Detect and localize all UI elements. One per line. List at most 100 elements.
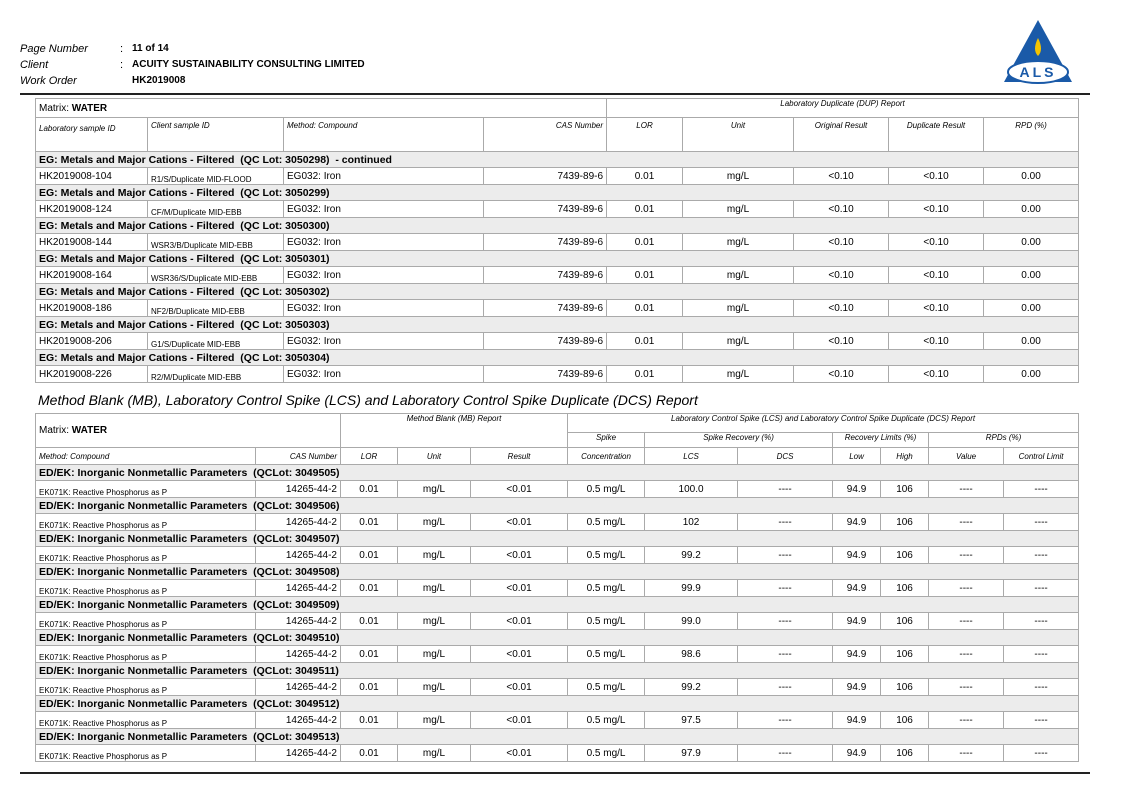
cell: mg/L [397, 645, 471, 663]
group-row: ED/EK: Inorganic Nonmetallic Parameters … [34, 530, 1080, 547]
cell: 0.01 [340, 579, 398, 597]
cell: 14265-44-2 [255, 513, 341, 531]
cell: mg/L [682, 332, 795, 350]
cell: HK2019008-226 [35, 365, 148, 383]
cell: CF/M/Duplicate MID-EBB [147, 200, 284, 218]
group-heading: ED/EK: Inorganic Nonmetallic Parameters … [34, 530, 1080, 547]
column-header: Result [469, 447, 569, 465]
group-row: EG: Metals and Major Cations - Filtered … [34, 184, 1080, 201]
cell: ---- [737, 744, 834, 762]
cell: <0.01 [469, 513, 569, 531]
cell: EK071K: Reactive Phosphorus as P [35, 711, 256, 729]
column-header: Value [928, 447, 1005, 465]
cell: 0.00 [983, 365, 1080, 383]
cell: 7439-89-6 [482, 266, 608, 284]
group-heading: ED/EK: Inorganic Nonmetallic Parameters … [34, 629, 1080, 646]
column-header-row: Method: Compound CAS Number LOR Unit Result C… [35, 447, 1080, 465]
cell: 100.0 [644, 480, 739, 498]
cell: ---- [1003, 579, 1080, 597]
matrix-value: WATER [71, 425, 108, 436]
lcs-title: Laboratory Control Spike (LCS) and Labor… [567, 413, 1080, 433]
group-header: RPDs (%) [928, 432, 1080, 448]
matrix-label: Matrix: [39, 102, 69, 114]
cell: ---- [1003, 711, 1080, 729]
cell: ---- [928, 612, 1005, 630]
cell: 106 [880, 546, 930, 564]
cell: 94.9 [832, 711, 882, 729]
cell: 0.5 mg/L [567, 579, 646, 597]
cell: EK071K: Reactive Phosphorus as P [35, 678, 256, 696]
column-header-row: Laboratory sample ID Client sample ID Meth… [35, 117, 1080, 152]
cell: EK071K: Reactive Phosphorus as P [35, 546, 256, 564]
group-heading: EG: Metals and Major Cations - Filtered … [34, 316, 1080, 333]
data-row: EK071K: Reactive Phosphorus as P 14265-44… [35, 645, 1080, 663]
cell: 106 [880, 645, 930, 663]
group-row: EG: Metals and Major Cations - Filtered … [34, 283, 1080, 300]
section-title: Method Blank (MB), Laboratory Control Sp… [38, 392, 698, 408]
group-heading: ED/EK: Inorganic Nonmetallic Parameters … [34, 728, 1080, 745]
cell: 0.01 [340, 513, 398, 531]
cell: 0.00 [983, 299, 1080, 317]
cell: 0.01 [606, 365, 684, 383]
cell: 7439-89-6 [482, 200, 608, 218]
data-row: EK071K: Reactive Phosphorus as P 14265-44… [35, 711, 1080, 729]
matrix-cell: Matrix: WATER [35, 413, 341, 448]
cell: EK071K: Reactive Phosphorus as P [35, 645, 256, 663]
group-row: ED/EK: Inorganic Nonmetallic Parameters … [34, 464, 1080, 481]
cell: NF2/B/Duplicate MID-EBB [147, 299, 284, 317]
cell: <0.10 [793, 299, 890, 317]
cell: mg/L [397, 546, 471, 564]
cell: 0.01 [340, 612, 398, 630]
cell: 106 [880, 579, 930, 597]
cell: <0.01 [469, 579, 569, 597]
cell: <0.10 [888, 332, 985, 350]
group-heading: EG: Metals and Major Cations - Filtered … [34, 184, 1080, 201]
cell: <0.10 [888, 200, 985, 218]
column-header: Original Result [793, 117, 890, 152]
cell: mg/L [397, 678, 471, 696]
cell: 14265-44-2 [255, 579, 341, 597]
cell: mg/L [397, 612, 471, 630]
field-value: 11 of 14 [132, 43, 169, 54]
cell: <0.10 [793, 167, 890, 185]
group-row: ED/EK: Inorganic Nonmetallic Parameters … [34, 629, 1080, 646]
cell: 97.5 [644, 711, 739, 729]
cell: 0.01 [340, 546, 398, 564]
column-header: LOR [606, 117, 684, 152]
cell: 98.6 [644, 645, 739, 663]
field-value: ACUITY SUSTAINABILITY CONSULTING LIMITED [132, 59, 365, 70]
group-heading: ED/EK: Inorganic Nonmetallic Parameters … [34, 695, 1080, 712]
group-row: ED/EK: Inorganic Nonmetallic Parameters … [34, 695, 1080, 712]
cell: ---- [1003, 546, 1080, 564]
matrix-cell: Matrix: WATER [34, 98, 608, 118]
cell: ---- [928, 645, 1005, 663]
cell: EK071K: Reactive Phosphorus as P [35, 513, 256, 531]
group-header: Recovery Limits (%) [832, 432, 930, 448]
cell: <0.01 [469, 678, 569, 696]
column-header: Control Limit [1003, 447, 1080, 465]
cell: 94.9 [832, 579, 882, 597]
cell: 106 [880, 744, 930, 762]
cell: 0.01 [340, 678, 398, 696]
field-label: Work Order [20, 75, 77, 87]
cell: 94.9 [832, 744, 882, 762]
column-header: Client sample ID [147, 117, 284, 152]
cell: mg/L [397, 579, 471, 597]
cell: 0.01 [606, 266, 684, 284]
group-row: ED/EK: Inorganic Nonmetallic Parameters … [34, 497, 1080, 514]
mb-title: Method Blank (MB) Report [339, 413, 569, 448]
data-row: HK2019008-124 CF/M/Duplicate MID-EBB EG032… [35, 200, 1080, 218]
data-row: HK2019008-144 WSR3/B/Duplicate MID-EBB EG0… [35, 233, 1080, 251]
group-heading: ED/EK: Inorganic Nonmetallic Parameters … [34, 596, 1080, 613]
cell: 0.01 [340, 711, 398, 729]
group-row: EG: Metals and Major Cations - Filtered … [34, 217, 1080, 234]
cell: mg/L [682, 266, 795, 284]
report-title: Laboratory Duplicate (DUP) Report [606, 98, 1080, 118]
cell: <0.10 [888, 167, 985, 185]
dup-table: Matrix: WATER Laboratory Duplicate (DUP) … [34, 98, 1080, 383]
cell: <0.10 [888, 299, 985, 317]
cell: 94.9 [832, 612, 882, 630]
cell: 106 [880, 513, 930, 531]
cell: 0.01 [606, 200, 684, 218]
data-row: HK2019008-104 R1/S/Duplicate MID-FLOOD EG0… [35, 167, 1080, 185]
